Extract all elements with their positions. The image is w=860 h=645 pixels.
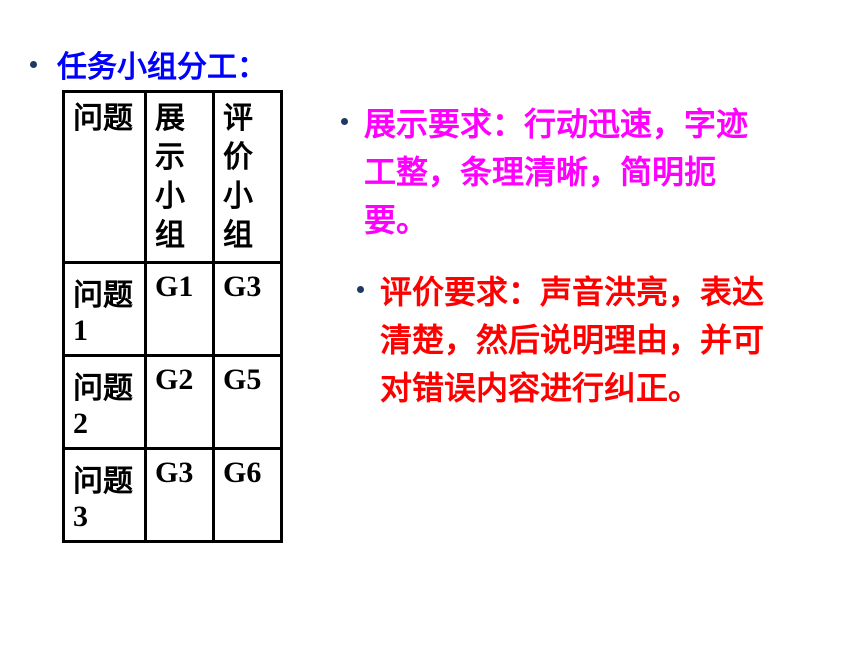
bullet-icon [357,286,364,293]
bullet-text: 评价要求：声音洪亮，表达清楚，然后说明理由，并可对错误内容进行纠正。 [380,268,770,412]
table-cell: 问题2 [64,356,146,449]
table-header-col3: 评价小组 [214,92,282,263]
bullet-label: 展示要求： [364,106,524,142]
bullet-item-evaluate: 评价要求：声音洪亮，表达清楚，然后说明理由，并可对错误内容进行纠正。 [357,268,770,412]
bullet-item-display: 展示要求：行动迅速，字迹工整，条理清晰，简明扼要。 [341,100,770,244]
table-row: 问题3 G3 G6 [64,449,282,542]
table-cell: G2 [146,356,214,449]
task-table: 问题 展示小组 评价小组 问题1 G1 G3 问题2 G2 G5 问题3 G3 … [62,90,283,543]
table-cell: G3 [214,263,282,356]
table-cell: 问题3 [64,449,146,542]
bullet-label: 评价要求： [380,274,540,310]
table-header-row: 问题 展示小组 评价小组 [64,92,282,263]
table-cell: G1 [146,263,214,356]
bullet-text: 展示要求：行动迅速，字迹工整，条理清晰，简明扼要。 [364,100,754,244]
bullet-icon [341,118,348,125]
page-title: 任务小组分工： [57,42,267,86]
content-area: 问题 展示小组 评价小组 问题1 G1 G3 问题2 G2 G5 问题3 G3 … [62,90,770,543]
right-content: 展示要求：行动迅速，字迹工整，条理清晰，简明扼要。 评价要求：声音洪亮，表达清楚… [341,90,770,543]
table-cell: G3 [146,449,214,542]
table-row: 问题2 G2 G5 [64,356,282,449]
table-cell: 问题1 [64,263,146,356]
title-row: 任务小组分工： [30,42,267,86]
table-cell: G6 [214,449,282,542]
title-bullet-icon [30,61,37,68]
table-row: 问题1 G1 G3 [64,263,282,356]
table-header-col1: 问题 [64,92,146,263]
table-cell: G5 [214,356,282,449]
table-header-col2: 展示小组 [146,92,214,263]
